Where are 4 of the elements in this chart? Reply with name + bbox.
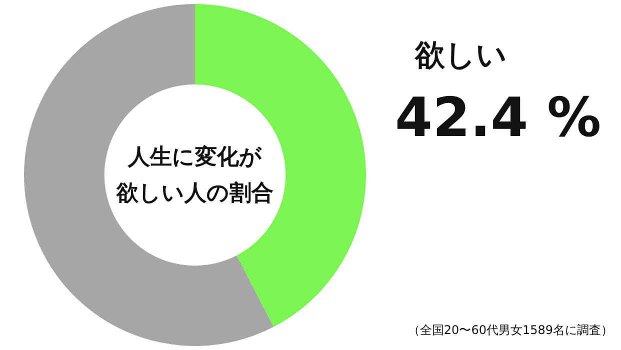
slice-label: 欲しい — [415, 37, 508, 75]
text: 人生に変化が欲しい人の割合 — [115, 144, 274, 208]
data-label: 42.4 % — [395, 86, 602, 149]
text: （全国20〜60代男女1589名に調査） — [408, 322, 613, 339]
